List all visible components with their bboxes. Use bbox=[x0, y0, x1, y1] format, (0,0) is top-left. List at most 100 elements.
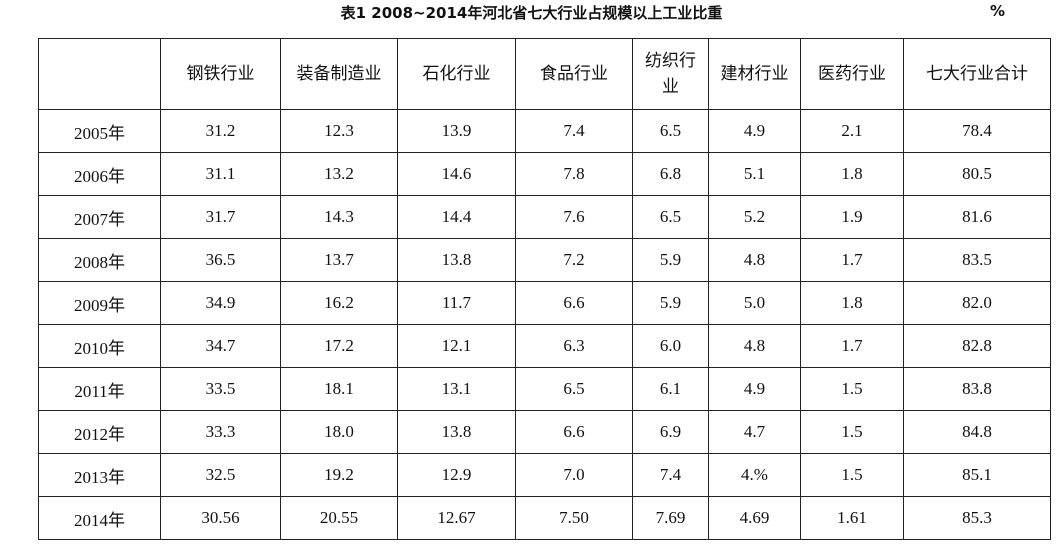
cell: 1.8 bbox=[800, 281, 904, 325]
cell: 6.6 bbox=[515, 281, 633, 325]
table-row: 2011年 33.5 18.1 13.1 6.5 6.1 4.9 1.5 83.8 bbox=[38, 367, 1051, 411]
cell: 4.7 bbox=[708, 410, 801, 454]
row-header: 2010年 bbox=[38, 324, 161, 368]
cell: 19.2 bbox=[280, 453, 398, 497]
cell: 31.2 bbox=[160, 109, 281, 153]
cell: 12.67 bbox=[397, 496, 516, 540]
cell: 1.5 bbox=[800, 367, 904, 411]
cell: 11.7 bbox=[397, 281, 516, 325]
cell: 5.1 bbox=[708, 152, 801, 196]
cell: 6.3 bbox=[515, 324, 633, 368]
data-table: 钢铁行业 装备制造业 石化行业 食品行业 纺织行业 建材行业 医药行业 七大行业合计 2005年… bbox=[38, 38, 1051, 540]
table-row: 2013年 32.5 19.2 12.9 7.0 7.4 4.% 1.5 85.1 bbox=[38, 453, 1051, 497]
cell: 5.2 bbox=[708, 195, 801, 239]
row-header: 2005年 bbox=[38, 109, 161, 153]
cell: 31.7 bbox=[160, 195, 281, 239]
cell: 6.5 bbox=[515, 367, 633, 411]
cell: 13.8 bbox=[397, 238, 516, 282]
cell: 6.6 bbox=[515, 410, 633, 454]
column-header: 装备制造业 bbox=[280, 38, 398, 110]
cell: 33.3 bbox=[160, 410, 281, 454]
row-header: 2011年 bbox=[38, 367, 161, 411]
cell: 7.69 bbox=[632, 496, 709, 540]
cell: 1.61 bbox=[800, 496, 904, 540]
cell: 7.4 bbox=[632, 453, 709, 497]
row-header: 2007年 bbox=[38, 195, 161, 239]
cell: 20.55 bbox=[280, 496, 398, 540]
cell: 7.0 bbox=[515, 453, 633, 497]
cell: 83.8 bbox=[903, 367, 1051, 411]
table-row: 2007年 31.7 14.3 14.4 7.6 6.5 5.2 1.9 81.6 bbox=[38, 195, 1051, 239]
cell: 34.7 bbox=[160, 324, 281, 368]
cell: 30.56 bbox=[160, 496, 281, 540]
table-row: 2009年 34.9 16.2 11.7 6.6 5.9 5.0 1.8 82.0 bbox=[38, 281, 1051, 325]
cell: 14.3 bbox=[280, 195, 398, 239]
column-header: 石化行业 bbox=[397, 38, 516, 110]
table-title: 表1 2008~2014年河北省七大行业占规模以上工业比重 bbox=[340, 4, 723, 22]
row-header: 2012年 bbox=[38, 410, 161, 454]
cell: 12.3 bbox=[280, 109, 398, 153]
cell: 5.0 bbox=[708, 281, 801, 325]
cell: 4.69 bbox=[708, 496, 801, 540]
cell: 1.7 bbox=[800, 324, 904, 368]
column-header: 医药行业 bbox=[800, 38, 904, 110]
cell: 2.1 bbox=[800, 109, 904, 153]
header-row: 钢铁行业 装备制造业 石化行业 食品行业 纺织行业 建材行业 医药行业 七大行业合计 bbox=[38, 38, 1051, 110]
cell: 6.0 bbox=[632, 324, 709, 368]
cell: 82.8 bbox=[903, 324, 1051, 368]
cell: 4.8 bbox=[708, 324, 801, 368]
cell: 13.8 bbox=[397, 410, 516, 454]
column-header: 钢铁行业 bbox=[160, 38, 281, 110]
column-header: 纺织行业 bbox=[632, 38, 709, 110]
cell: 18.0 bbox=[280, 410, 398, 454]
cell: 81.6 bbox=[903, 195, 1051, 239]
cell: 12.1 bbox=[397, 324, 516, 368]
cell: 17.2 bbox=[280, 324, 398, 368]
cell: 6.1 bbox=[632, 367, 709, 411]
unit-label: % bbox=[990, 2, 1006, 20]
cell: 31.1 bbox=[160, 152, 281, 196]
cell: 1.7 bbox=[800, 238, 904, 282]
row-header: 2008年 bbox=[38, 238, 161, 282]
cell: 4.% bbox=[708, 453, 801, 497]
cell: 7.6 bbox=[515, 195, 633, 239]
cell: 5.9 bbox=[632, 281, 709, 325]
cell: 1.5 bbox=[800, 410, 904, 454]
cell: 82.0 bbox=[903, 281, 1051, 325]
row-header: 2009年 bbox=[38, 281, 161, 325]
cell: 83.5 bbox=[903, 238, 1051, 282]
row-header: 2006年 bbox=[38, 152, 161, 196]
table-row: 2005年 31.2 12.3 13.9 7.4 6.5 4.9 2.1 78.4 bbox=[38, 109, 1051, 153]
table-row: 2006年 31.1 13.2 14.6 7.8 6.8 5.1 1.8 80.5 bbox=[38, 152, 1051, 196]
cell: 13.7 bbox=[280, 238, 398, 282]
cell: 7.8 bbox=[515, 152, 633, 196]
cell: 4.9 bbox=[708, 367, 801, 411]
cell: 85.3 bbox=[903, 496, 1051, 540]
cell: 14.6 bbox=[397, 152, 516, 196]
column-header: 七大行业合计 bbox=[903, 38, 1051, 110]
cell: 84.8 bbox=[903, 410, 1051, 454]
column-header bbox=[38, 38, 161, 110]
table-row: 2010年 34.7 17.2 12.1 6.3 6.0 4.8 1.7 82.8 bbox=[38, 324, 1051, 368]
cell: 32.5 bbox=[160, 453, 281, 497]
cell: 7.2 bbox=[515, 238, 633, 282]
table-row: 2008年 36.5 13.7 13.8 7.2 5.9 4.8 1.7 83.5 bbox=[38, 238, 1051, 282]
cell: 12.9 bbox=[397, 453, 516, 497]
row-header: 2013年 bbox=[38, 453, 161, 497]
cell: 1.9 bbox=[800, 195, 904, 239]
cell: 33.5 bbox=[160, 367, 281, 411]
cell: 5.9 bbox=[632, 238, 709, 282]
table-row: 2012年 33.3 18.0 13.8 6.6 6.9 4.7 1.5 84.8 bbox=[38, 410, 1051, 454]
cell: 13.1 bbox=[397, 367, 516, 411]
cell: 78.4 bbox=[903, 109, 1051, 153]
cell: 6.9 bbox=[632, 410, 709, 454]
row-header: 2014年 bbox=[38, 496, 161, 540]
cell: 7.50 bbox=[515, 496, 633, 540]
cell: 6.5 bbox=[632, 109, 709, 153]
cell: 14.4 bbox=[397, 195, 516, 239]
cell: 80.5 bbox=[903, 152, 1051, 196]
cell: 36.5 bbox=[160, 238, 281, 282]
cell: 13.9 bbox=[397, 109, 516, 153]
cell: 16.2 bbox=[280, 281, 398, 325]
